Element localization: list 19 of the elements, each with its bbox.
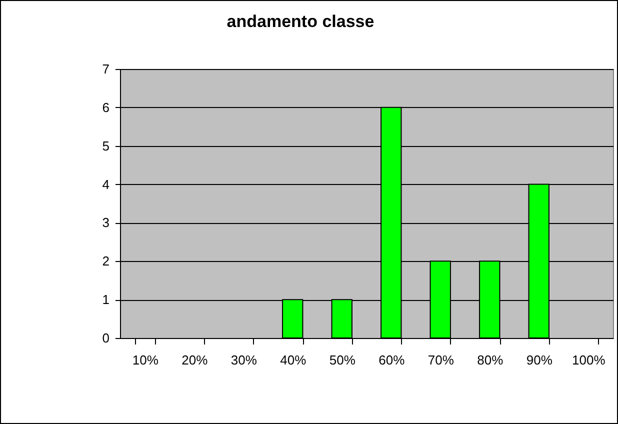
- y-tick-label: 6: [102, 100, 110, 115]
- x-tick-label: 90%: [526, 352, 553, 368]
- y-tick-label: 7: [102, 62, 110, 76]
- y-tick-label: 2: [102, 254, 110, 269]
- x-tick-label: 30%: [230, 352, 258, 368]
- y-tick-label: 3: [102, 215, 110, 230]
- x-tick-label: 70%: [428, 352, 454, 368]
- x-tick-label: 80%: [477, 352, 504, 368]
- x-tick-label: 50%: [329, 352, 356, 368]
- y-tick-label: 0: [102, 330, 110, 346]
- y-tick-label: 4: [102, 176, 110, 192]
- x-tick-label: 40%: [280, 352, 307, 368]
- y-tick-label: 1: [102, 292, 110, 308]
- x-tick-label: 100%: [572, 352, 606, 368]
- y-tick-label: 5: [102, 138, 110, 154]
- x-tick-label: 20%: [182, 352, 208, 368]
- x-tick-label: 60%: [378, 352, 406, 368]
- x-tick-label: 10%: [132, 352, 159, 368]
- chart-title: andamento classe: [226, 12, 374, 31]
